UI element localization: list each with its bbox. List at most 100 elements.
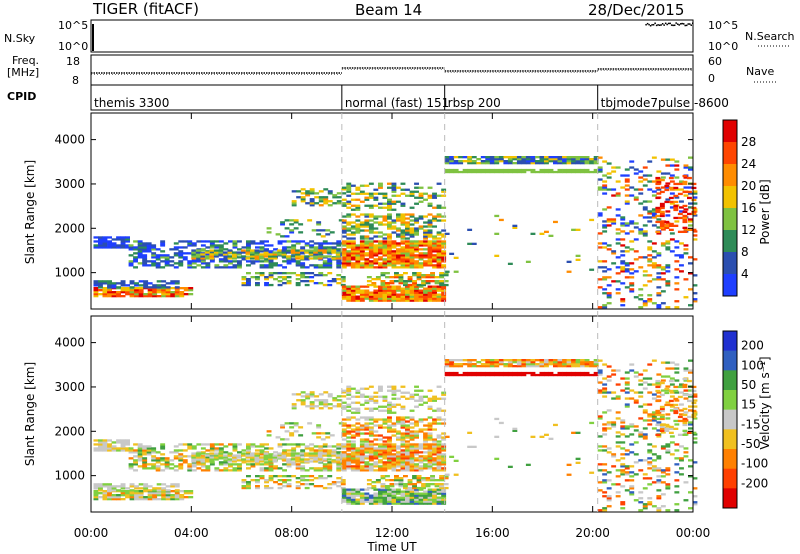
power-cell (387, 235, 392, 238)
velocity-cell (318, 399, 324, 402)
power-cell (107, 236, 112, 239)
power-cell (668, 224, 674, 227)
velocity-cell (444, 361, 450, 364)
power-cell (434, 276, 440, 279)
velocity-cell (164, 463, 170, 466)
power-cell (378, 289, 383, 292)
velocity-cell (441, 463, 447, 466)
power-cell (427, 250, 433, 253)
velocity-cell (373, 494, 379, 497)
power-cell (436, 258, 442, 261)
velocity-cell (597, 415, 603, 418)
velocity-cell (615, 495, 621, 498)
velocity-cell (682, 407, 688, 411)
velocity-cell (200, 456, 206, 459)
velocity-cell (409, 434, 415, 437)
velocity-cell (688, 491, 693, 494)
velocity-cell (462, 373, 468, 377)
power-cell (485, 156, 491, 159)
power-cell (378, 262, 383, 265)
power-cell (396, 200, 401, 203)
velocity-cell (638, 459, 644, 462)
velocity-cell (669, 405, 675, 408)
colorbar-tick-label: 8 (741, 245, 749, 259)
power-cell (436, 289, 442, 292)
power-cell (423, 264, 428, 267)
power-cell (250, 240, 256, 243)
velocity-cell (441, 418, 447, 421)
velocity-cell (494, 373, 500, 377)
power-cell (418, 244, 424, 247)
nsearch-point (645, 23, 647, 26)
power-cell (213, 251, 219, 254)
power-cell (359, 221, 365, 224)
velocity-cell (659, 427, 665, 430)
power-cell (674, 220, 680, 223)
velocity-cell (209, 445, 215, 448)
velocity-cell (309, 405, 315, 408)
velocity-cell (507, 361, 513, 364)
velocity-cell (512, 429, 518, 432)
velocity-cell (489, 365, 495, 368)
velocity-cell (409, 465, 415, 468)
velocity-cell (400, 457, 406, 460)
velocity-cell (286, 449, 292, 452)
power-cell (102, 282, 108, 285)
velocity-cell (427, 496, 433, 499)
velocity-cell (255, 445, 260, 448)
power-cell (134, 284, 139, 287)
power-cell (318, 274, 324, 277)
power-cell (391, 225, 397, 228)
velocity-cell (668, 427, 674, 430)
power-cell (138, 291, 144, 294)
velocity-cell (441, 498, 447, 501)
velocity-cell (669, 409, 675, 412)
velocity-cell (638, 417, 644, 420)
velocity-cell (449, 371, 455, 375)
velocity-cell (151, 459, 157, 462)
velocity-cell (336, 403, 342, 406)
velocity-cell (346, 496, 352, 499)
power-cell (418, 262, 424, 265)
velocity-cell (160, 443, 166, 446)
velocity-cell (471, 365, 477, 368)
velocity-cell (164, 467, 170, 470)
velocity-cell (382, 457, 388, 460)
velocity-cell (655, 379, 661, 383)
velocity-cell (674, 491, 680, 494)
velocity-cell (396, 496, 401, 499)
velocity-cell (368, 418, 374, 421)
power-cell (414, 297, 419, 300)
power-cell (642, 274, 648, 277)
velocity-cell (120, 441, 126, 444)
power-cell (295, 260, 301, 263)
power-cell (427, 231, 433, 234)
power-cell (170, 282, 176, 285)
velocity-cell (673, 419, 679, 423)
power-cell (318, 244, 324, 247)
velocity-cell (341, 432, 347, 435)
power-cell (665, 182, 671, 185)
power-cell (521, 160, 527, 163)
velocity-cell (611, 421, 617, 424)
velocity-cell (387, 443, 392, 446)
velocity-cell (200, 469, 206, 472)
velocity-cell (423, 494, 428, 497)
power-cell (218, 253, 224, 256)
power-cell (683, 194, 689, 197)
power-cell (178, 240, 184, 243)
power-cell (659, 212, 665, 216)
power-cell (471, 168, 477, 172)
freq-label-1: Freq. (12, 54, 39, 67)
velocity-cell (387, 500, 392, 503)
power-cell (516, 156, 522, 159)
freq-panel (90, 54, 694, 86)
power-cell (232, 266, 238, 269)
power-cell (151, 262, 157, 265)
velocity-cell (263, 454, 269, 457)
velocity-cell (427, 459, 433, 462)
power-cell (156, 289, 162, 292)
power-cell (282, 266, 287, 269)
power-cell (143, 293, 149, 296)
velocity-cell (405, 428, 410, 431)
